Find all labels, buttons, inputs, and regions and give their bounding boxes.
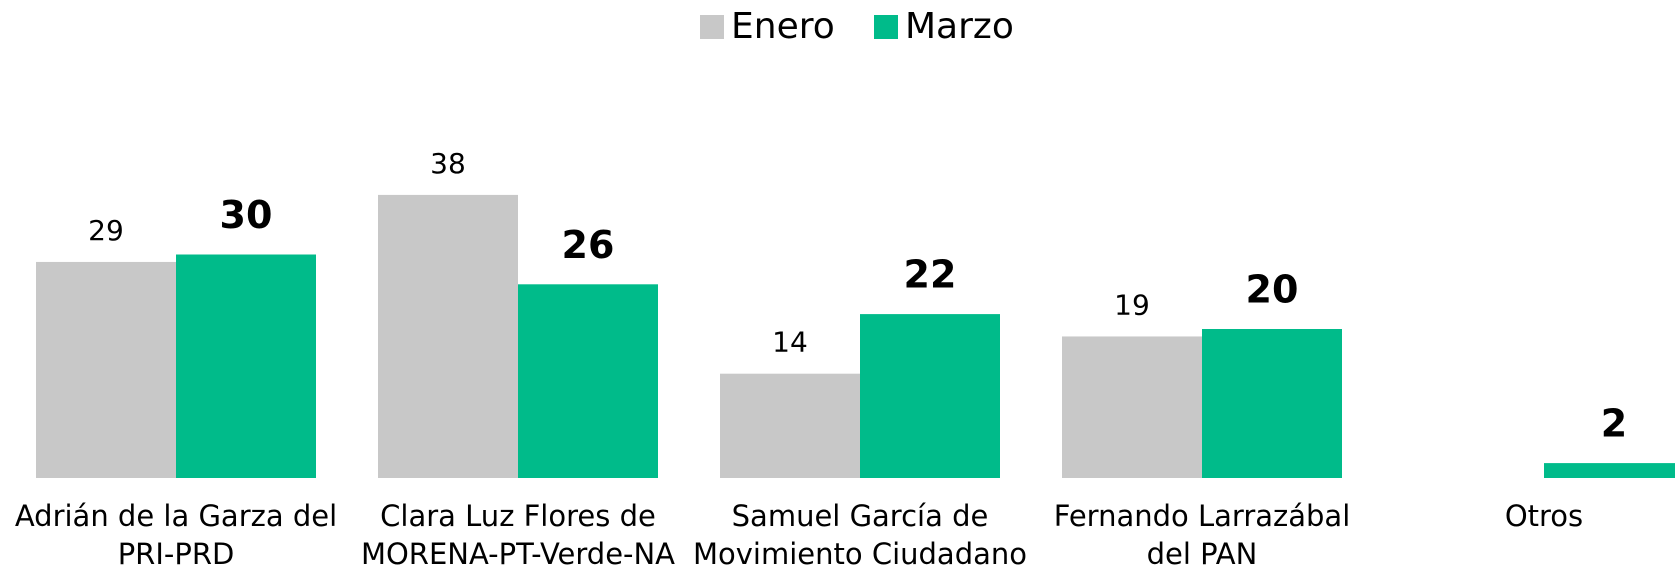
bar [1202, 329, 1342, 478]
x-tick-label: Fernando Larrazábal [1054, 499, 1351, 533]
x-tick-label: Otros [1505, 499, 1583, 533]
data-label: 19 [1114, 288, 1150, 321]
data-label: 30 [220, 193, 273, 237]
data-label: 22 [904, 253, 957, 297]
x-tick-label: del PAN [1147, 537, 1258, 568]
bar [36, 261, 176, 478]
x-tick-label: Samuel García de [732, 499, 989, 533]
x-tick-label: MORENA-PT-Verde-NA [361, 537, 675, 568]
bar [1544, 463, 1675, 478]
data-label: 26 [562, 223, 615, 267]
legend-swatch [700, 15, 724, 39]
legend-label: Enero [731, 6, 835, 47]
bar [720, 373, 860, 478]
data-label: 29 [88, 214, 124, 247]
data-label: 20 [1246, 268, 1299, 312]
data-label: 2 [1601, 402, 1627, 446]
x-tick-label: Adrián de la Garza del [15, 499, 337, 533]
data-label: 38 [430, 147, 466, 180]
x-tick-label: Movimiento Ciudadano [693, 537, 1027, 568]
x-tick-label: Clara Luz Flores de [380, 499, 656, 533]
bar [518, 284, 658, 478]
legend-label: Marzo [905, 6, 1014, 47]
bar [378, 194, 518, 478]
bar [1062, 336, 1202, 478]
bar [860, 314, 1000, 478]
legend-swatch [874, 15, 898, 39]
data-label: 14 [772, 326, 808, 359]
bar [176, 254, 316, 478]
x-tick-label: PRI-PRD [118, 537, 235, 568]
